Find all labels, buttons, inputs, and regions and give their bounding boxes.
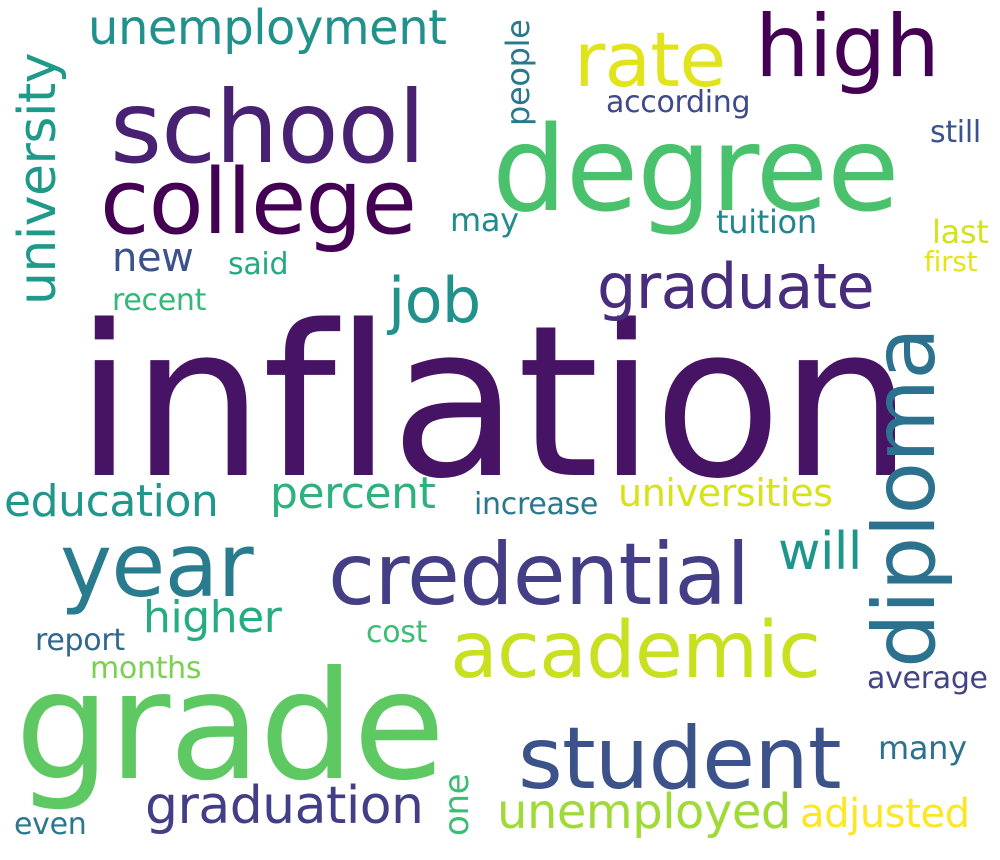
word-unemployed: unemployed [497, 784, 791, 840]
word-higher: higher [143, 592, 282, 643]
word-inflation: inflation [75, 280, 913, 525]
word-high: high [755, 0, 940, 97]
word-unemployment: unemployment [88, 0, 447, 56]
word-said: said [228, 247, 289, 282]
word-graduation: graduation [145, 776, 424, 836]
word-average: average [867, 661, 988, 696]
word-adjusted: adjusted [800, 791, 970, 837]
word-job: job [388, 264, 481, 337]
word-year: year [60, 514, 254, 617]
word-grade: grade [15, 640, 445, 814]
word-will: will [778, 522, 862, 582]
word-months: months [90, 651, 202, 686]
word-school: school [110, 69, 426, 186]
word-may: may [450, 201, 519, 239]
word-people: people [499, 19, 537, 126]
word-cost: cost [366, 615, 428, 650]
word-last: last [932, 213, 989, 251]
word-even: even [14, 807, 87, 842]
word-degree: degree [492, 100, 900, 238]
word-first: first [924, 245, 978, 278]
word-universities: universities [618, 471, 833, 515]
word-university: university [8, 52, 68, 305]
word-academic: academic [450, 606, 821, 696]
word-new: new [112, 235, 194, 281]
word-recent: recent [112, 283, 207, 318]
word-college: college [100, 150, 417, 255]
word-many: many [878, 729, 967, 767]
word-credential: credential [328, 525, 750, 625]
word-rate: rate [574, 15, 726, 104]
word-student: student [518, 709, 842, 809]
word-one: one [437, 773, 477, 836]
word-diploma: diploma [855, 327, 955, 668]
word-tuition: tuition [716, 203, 817, 241]
word-according: according [606, 85, 751, 120]
word-report: report [35, 623, 125, 658]
word-percent: percent [270, 468, 436, 519]
word-graduate: graduate [597, 250, 875, 323]
word-education: education [4, 476, 219, 527]
word-still: still [930, 115, 981, 150]
word-increase: increase [474, 487, 599, 522]
